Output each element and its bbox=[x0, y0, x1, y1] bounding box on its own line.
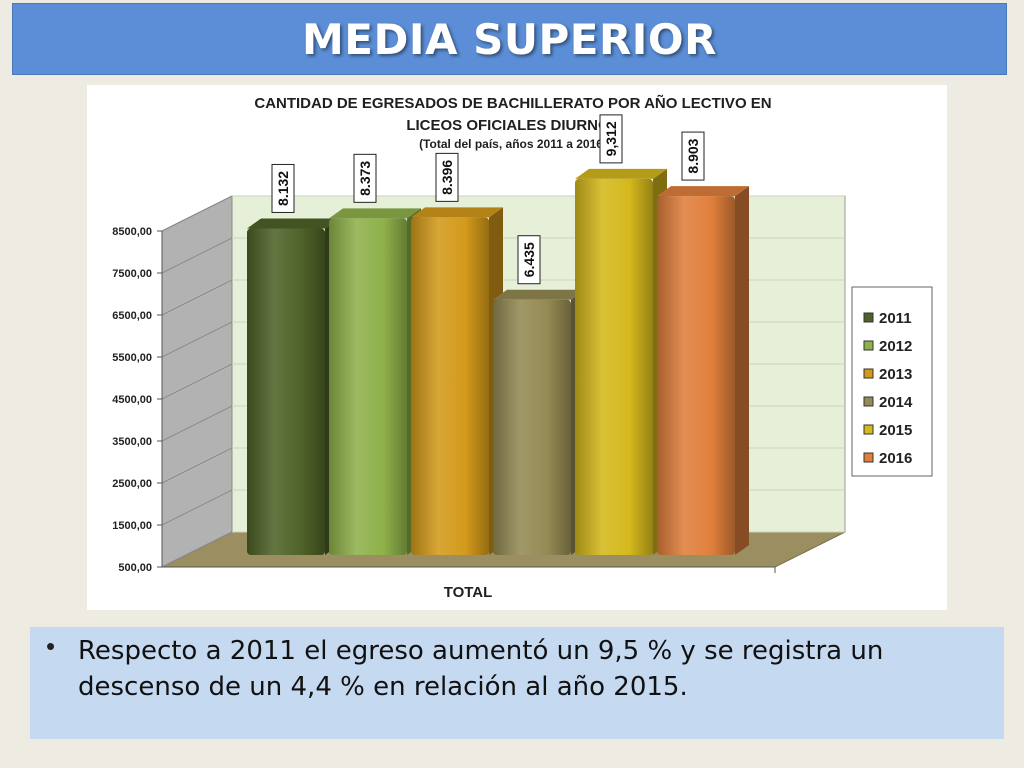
y-tick-label: 8500,00 bbox=[112, 226, 152, 238]
data-label-box bbox=[271, 163, 295, 213]
note-box: • Respecto a 2011 el egreso aumentó un 9… bbox=[30, 627, 1004, 739]
legend-label-2012: 2012 bbox=[879, 338, 912, 355]
side-gridline bbox=[161, 321, 233, 358]
bar-top-2016 bbox=[657, 186, 749, 197]
data-label-2016: 8.903 bbox=[681, 131, 705, 181]
data-label-2014: 6.435 bbox=[517, 235, 541, 285]
legend-swatch-2012 bbox=[863, 340, 874, 351]
legend-label-2016: 2016 bbox=[879, 450, 912, 467]
chart-title-line2: LICEOS OFICIALES DIURNOS bbox=[406, 117, 619, 134]
bar-top-2013 bbox=[411, 207, 503, 218]
bar-2016 bbox=[657, 196, 735, 555]
legend-swatch-2014 bbox=[863, 396, 874, 407]
data-label-text: 6.435 bbox=[521, 242, 537, 277]
bar-2011 bbox=[247, 228, 325, 555]
data-label-box bbox=[681, 131, 705, 181]
side-gridline bbox=[161, 279, 233, 316]
y-tick-label: 6500,00 bbox=[112, 310, 152, 322]
data-label-text: 8.373 bbox=[357, 161, 373, 196]
legend-swatch-2013 bbox=[863, 368, 874, 379]
side-gridline bbox=[161, 531, 233, 568]
side-gridline bbox=[161, 363, 233, 400]
bar-top-2012 bbox=[329, 208, 421, 219]
chart-panel: CANTIDAD DE EGRESADOS DE BACHILLERATO PO… bbox=[87, 85, 947, 610]
bar-2014 bbox=[493, 299, 571, 555]
data-label-box bbox=[353, 153, 377, 203]
y-tick-label: 500,00 bbox=[118, 562, 152, 574]
legend-label-2013: 2013 bbox=[879, 366, 912, 383]
bullet-icon: • bbox=[46, 631, 56, 661]
legend-swatch-2011 bbox=[863, 312, 874, 323]
x-axis-label: TOTAL bbox=[444, 584, 493, 601]
note-text: Respecto a 2011 el egreso aumentó un 9,5… bbox=[78, 636, 884, 702]
data-label-text: 9,312 bbox=[603, 121, 619, 156]
y-tick-label: 2500,00 bbox=[112, 478, 152, 490]
slide-title: MEDIA SUPERIOR bbox=[302, 14, 717, 64]
bar-chart: CANTIDAD DE EGRESADOS DE BACHILLERATO PO… bbox=[112, 94, 933, 601]
bar-top-2015 bbox=[575, 168, 667, 179]
legend-label-2011: 2011 bbox=[879, 310, 912, 327]
side-gridline bbox=[161, 195, 233, 232]
data-label-2015: 9,312 bbox=[599, 114, 623, 164]
side-gridline bbox=[161, 237, 233, 274]
legend-label-2014: 2014 bbox=[879, 394, 913, 411]
data-label-2011: 8.132 bbox=[271, 163, 295, 213]
side-gridline bbox=[161, 447, 233, 484]
data-label-text: 8.132 bbox=[275, 171, 291, 206]
bar-side-2016 bbox=[735, 186, 749, 555]
legend-swatch-2016 bbox=[863, 452, 874, 463]
y-tick-label: 4500,00 bbox=[112, 394, 152, 406]
chart-title-line1: CANTIDAD DE EGRESADOS DE BACHILLERATO PO… bbox=[254, 94, 771, 112]
y-tick-label: 3500,00 bbox=[112, 436, 152, 448]
y-tick-label: 1500,00 bbox=[112, 520, 152, 532]
legend-swatch-2015 bbox=[863, 424, 874, 435]
data-label-box bbox=[435, 152, 459, 202]
bar-top-2011 bbox=[247, 218, 339, 229]
data-label-2012: 8.373 bbox=[353, 153, 377, 203]
slide-title-bar: MEDIA SUPERIOR bbox=[12, 3, 1007, 75]
side-gridline bbox=[161, 489, 233, 526]
data-label-text: 8.396 bbox=[439, 160, 455, 195]
data-label-text: 8.903 bbox=[685, 138, 701, 173]
y-tick-label: 7500,00 bbox=[112, 268, 152, 280]
bar-2012 bbox=[329, 218, 407, 556]
y-tick-label: 5500,00 bbox=[112, 352, 152, 364]
bar-2015 bbox=[575, 178, 653, 555]
chart-subtitle: (Total del país, años 2011 a 2016) bbox=[419, 137, 607, 151]
data-label-box bbox=[599, 114, 623, 164]
data-label-box bbox=[517, 235, 541, 285]
bar-2013 bbox=[411, 217, 489, 556]
bar-top-2014 bbox=[493, 289, 585, 300]
side-gridline bbox=[161, 405, 233, 442]
data-label-2013: 8.396 bbox=[435, 152, 459, 202]
legend-label-2015: 2015 bbox=[879, 422, 912, 439]
